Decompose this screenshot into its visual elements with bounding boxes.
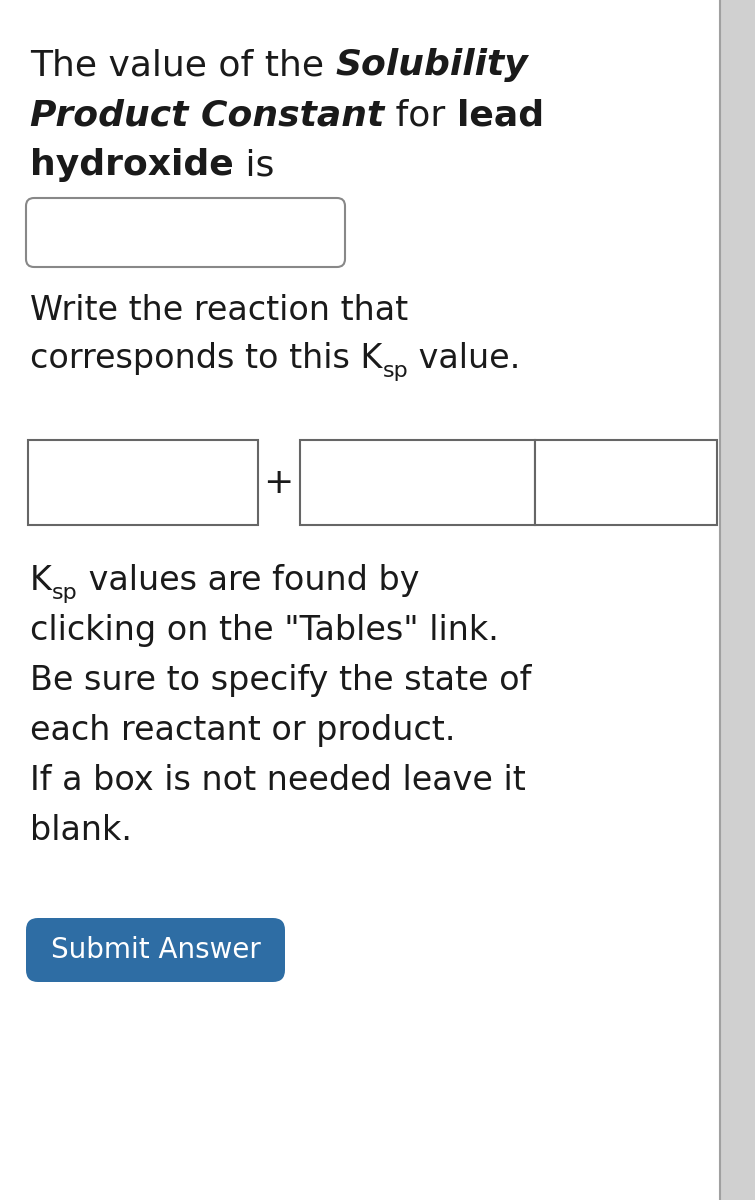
FancyBboxPatch shape xyxy=(26,198,345,266)
Text: sp: sp xyxy=(382,361,408,382)
Text: Submit Answer: Submit Answer xyxy=(51,936,260,964)
Bar xyxy=(28,440,258,526)
Text: Product Constant: Product Constant xyxy=(30,98,384,132)
Text: is: is xyxy=(234,148,274,182)
Bar xyxy=(300,440,535,526)
Text: hydroxide: hydroxide xyxy=(30,148,234,182)
Text: corresponds to this K: corresponds to this K xyxy=(30,342,382,374)
Text: sp: sp xyxy=(52,583,78,602)
FancyBboxPatch shape xyxy=(26,918,285,982)
Text: K: K xyxy=(30,564,52,596)
Text: values are found by: values are found by xyxy=(78,564,419,596)
Text: +: + xyxy=(263,466,293,500)
Text: blank.: blank. xyxy=(30,814,132,847)
Text: each reactant or product.: each reactant or product. xyxy=(30,714,455,746)
Text: If a box is not needed leave it: If a box is not needed leave it xyxy=(30,764,525,797)
Text: Be sure to specify the state of: Be sure to specify the state of xyxy=(30,664,532,697)
Text: Solubility: Solubility xyxy=(335,48,528,82)
Text: The value of the: The value of the xyxy=(30,48,335,82)
Text: Write the reaction that: Write the reaction that xyxy=(30,294,408,326)
Text: for: for xyxy=(384,98,457,132)
Text: lead: lead xyxy=(457,98,544,132)
Bar xyxy=(720,0,755,1200)
Text: clicking on the "Tables" link.: clicking on the "Tables" link. xyxy=(30,614,499,647)
Bar xyxy=(535,440,717,526)
Text: value.: value. xyxy=(408,342,520,374)
